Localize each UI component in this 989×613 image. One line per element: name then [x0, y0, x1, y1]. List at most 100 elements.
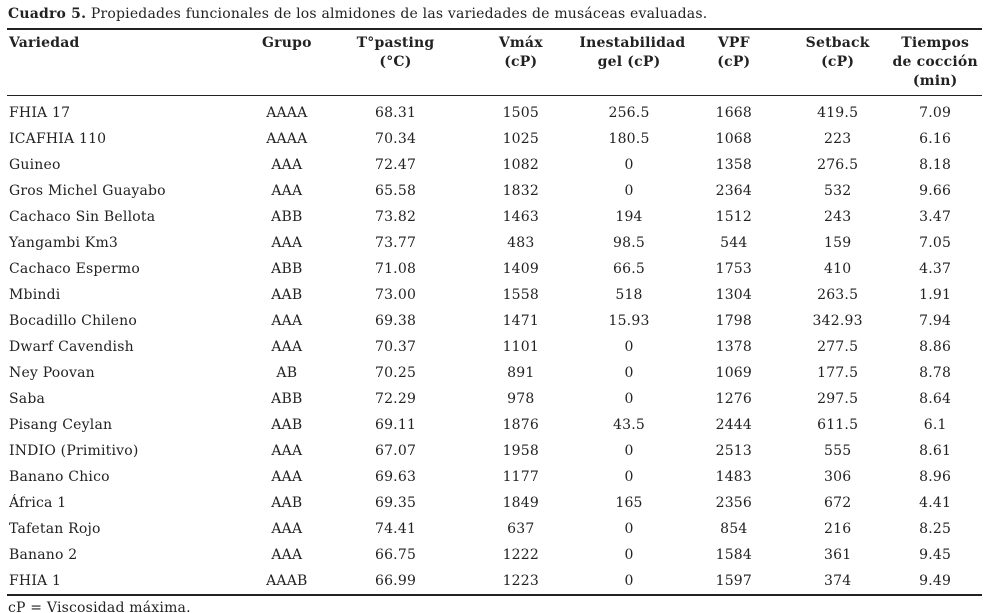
cell-inestabilidad-gel: 43.5: [613, 417, 645, 433]
column-header-variedad: Variedad: [7, 29, 247, 96]
column-header-line: Setback: [805, 35, 870, 51]
cell-vmax: 891: [507, 365, 535, 381]
column-header-vmax: Vmáx (cP): [464, 29, 577, 96]
column-header-line: (°C): [379, 54, 412, 70]
cell-inestabilidad-gel: 518: [615, 287, 643, 303]
cell-inestabilidad-gel: 0: [624, 183, 634, 199]
cell-tiempos-coccion: 8.18: [919, 157, 952, 173]
cell-tiempos-coccion: 4.37: [919, 261, 952, 277]
cell-variedad: Cachaco Sin Bellota: [9, 209, 156, 225]
cell-vpf: 1276: [715, 391, 753, 407]
cell-vpf: 1512: [715, 209, 753, 225]
cell-setback: 410: [823, 261, 852, 277]
caption-number: Cuadro 5.: [8, 6, 87, 22]
column-header-t-pasting: T°pasting (°C): [327, 29, 464, 96]
table-footnote: cP = Viscosidad máxima.: [8, 600, 191, 613]
cell-t-pasting: 74.41: [374, 521, 417, 537]
cell-vpf: 2364: [715, 183, 753, 199]
cell-setback: 555: [823, 443, 852, 459]
cell-grupo: ABB: [271, 261, 303, 277]
cell-tiempos-coccion: 9.66: [919, 183, 952, 199]
column-header-line: (cP): [717, 54, 751, 70]
cell-inestabilidad-gel: 165: [615, 495, 643, 511]
cell-grupo: AAB: [271, 495, 303, 511]
cell-inestabilidad-gel: 0: [624, 469, 634, 485]
cell-variedad: Banano Chico: [9, 469, 110, 485]
cell-setback: 672: [823, 495, 852, 511]
header-row: Variedad Grupo T°pasting (°C) Vmáx (cP) Inesta…: [7, 29, 982, 96]
column-header-line: de cocción: [892, 54, 978, 70]
cell-t-pasting: 72.47: [374, 157, 417, 173]
cell-grupo: AAA: [271, 235, 303, 251]
cell-variedad: Guineo: [9, 157, 61, 173]
cell-vmax: 1025: [502, 131, 540, 147]
cell-tiempos-coccion: 6.16: [919, 131, 952, 147]
table-row: Tafetan Rojo AAA 74.41 637 0 854 216 8.25: [7, 516, 982, 542]
cell-vmax: 1876: [502, 417, 540, 433]
cell-t-pasting: 69.63: [374, 469, 417, 485]
cell-tiempos-coccion: 7.09: [919, 105, 952, 121]
cell-inestabilidad-gel: 66.5: [613, 261, 645, 277]
cell-setback: 263.5: [817, 287, 859, 303]
cell-variedad: Mbindi: [9, 287, 61, 303]
cell-setback: 177.5: [817, 365, 859, 381]
cell-vmax: 978: [507, 391, 535, 407]
cell-vpf: 1668: [715, 105, 753, 121]
cell-grupo: AAA: [271, 183, 303, 199]
cell-tiempos-coccion: 7.94: [919, 313, 952, 329]
cell-grupo: AAAA: [266, 105, 308, 121]
cell-vpf: 1069: [715, 365, 753, 381]
cell-variedad: Bocadillo Chileno: [9, 313, 137, 329]
table-row: Banano 2 AAA 66.75 1222 0 1584 361 9.45: [7, 542, 982, 568]
cell-t-pasting: 65.58: [374, 183, 417, 199]
cell-inestabilidad-gel: 0: [624, 339, 634, 355]
cell-tiempos-coccion: 8.96: [919, 469, 952, 485]
cell-vpf: 1358: [715, 157, 753, 173]
cell-setback: 223: [823, 131, 852, 147]
cell-vmax: 637: [507, 521, 535, 537]
cell-tiempos-coccion: 3.47: [919, 209, 952, 225]
column-header-line: Tiempos: [901, 35, 970, 51]
cell-variedad: África 1: [9, 495, 67, 511]
cell-vmax: 1958: [502, 443, 540, 459]
table-row: Banano Chico AAA 69.63 1177 0 1483 306 8.96: [7, 464, 982, 490]
cell-vmax: 1223: [502, 573, 540, 589]
cell-variedad: ICAFHIA 110: [9, 131, 107, 147]
cell-inestabilidad-gel: 0: [624, 443, 634, 459]
table-row: Cachaco Espermo ABB 71.08 1409 66.5 1753 410 4.…: [7, 256, 982, 282]
cell-grupo: AAA: [271, 469, 303, 485]
table-row: Gros Michel Guayabo AAA 65.58 1832 0 2364 532 9…: [7, 178, 982, 204]
cell-grupo: ABB: [271, 209, 303, 225]
cell-setback: 532: [823, 183, 852, 199]
table-row: FHIA 17 AAAA 68.31 1505 256.5 1668 419.5 7.09: [7, 96, 982, 127]
cell-vpf: 1378: [715, 339, 753, 355]
column-header-line: (cP): [821, 54, 855, 70]
cell-inestabilidad-gel: 0: [624, 365, 634, 381]
table-row: Cachaco Sin Bellota ABB 73.82 1463 194 1512 24…: [7, 204, 982, 230]
cell-variedad: Dwarf Cavendish: [9, 339, 134, 355]
cell-vpf: 2356: [715, 495, 753, 511]
cell-vmax: 1222: [502, 547, 540, 563]
cell-variedad: INDIO (Primitivo): [9, 443, 139, 459]
table-row: FHIA 1 AAAB 66.99 1223 0 1597 374 9.49: [7, 568, 982, 595]
cell-grupo: AAA: [271, 157, 303, 173]
cell-t-pasting: 69.38: [374, 313, 417, 329]
cell-grupo: AAA: [271, 443, 303, 459]
cell-grupo: AAA: [271, 547, 303, 563]
cell-vpf: 2513: [715, 443, 753, 459]
table-row: África 1 AAB 69.35 1849 165 2356 672 4.41: [7, 490, 982, 516]
cell-t-pasting: 72.29: [374, 391, 417, 407]
cell-setback: 419.5: [817, 105, 859, 121]
cell-vpf: 544: [720, 235, 748, 251]
cell-vmax: 1849: [502, 495, 540, 511]
table-row: Ney Poovan AB 70.25 891 0 1069 177.5 8.78: [7, 360, 982, 386]
cell-setback: 611.5: [817, 417, 859, 433]
caption-text: Propiedades funcionales de los almidones…: [86, 6, 708, 22]
column-header-line: Variedad: [9, 35, 80, 51]
column-header-grupo: Grupo: [247, 29, 327, 96]
column-header-line: Inestabilidad: [579, 35, 686, 51]
cell-setback: 159: [823, 235, 852, 251]
cell-vmax: 1471: [502, 313, 540, 329]
column-header-line: T°pasting: [356, 35, 435, 51]
